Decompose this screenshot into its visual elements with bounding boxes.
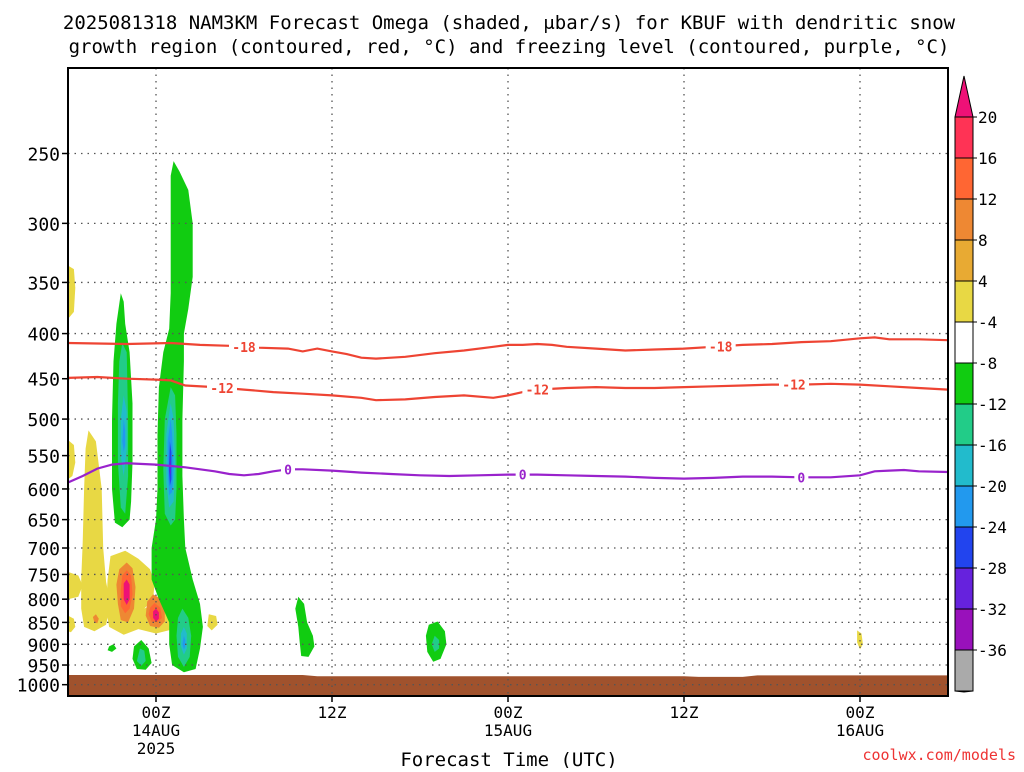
contour-label: 0 [519,469,527,484]
colorbar-label: -36 [978,641,1007,660]
contour-label: 0 [284,463,292,478]
y-tick-label: 350 [27,273,60,294]
y-tick-label: 400 [27,325,60,346]
y-axis: 2503003504004505005506006507007508008509… [17,144,68,697]
colorbar-label: -20 [978,477,1007,496]
colorbar-label: -4 [978,313,997,332]
x-tick-label: 00Z [494,703,523,722]
omega-region-blue-column-1 [122,419,126,453]
colorbar-swatch [954,526,974,569]
y-tick-label: 850 [27,613,60,634]
y-tick-label: 900 [27,635,60,656]
colorbar-swatch [954,321,974,364]
omega-shaded-regions [68,161,863,673]
y-tick-label: 500 [27,410,60,431]
omega-region-green-bottom-2 [295,596,315,657]
colorbar-label: 16 [978,149,997,168]
colorbar-swatch [954,116,974,159]
colorbar-label: -8 [978,354,997,373]
x-tick-label: 12Z [318,703,347,722]
omega-region-blue-bottom-2 [182,635,186,650]
omega-region-green-column-2 [151,161,203,673]
omega-region-yellow-left-spot [68,615,76,633]
credit-text: coolwx.com/models [862,746,1016,764]
colorbar-swatch [954,280,974,323]
colorbar-label: -12 [978,395,1007,414]
y-tick-label: 950 [27,656,60,677]
contour-line [67,336,949,360]
colorbar-swatch [954,608,974,651]
colorbar-swatch [954,444,974,487]
omega-region-green-tiny-1 [107,644,117,652]
x-tick-label: 16AUG [836,721,884,740]
y-tick-label: 550 [27,447,60,468]
colorbar-label: -32 [978,600,1007,619]
contour-label: -12 [782,379,805,394]
y-tick-label: 650 [27,511,60,532]
colorbar-label: -28 [978,559,1007,578]
x-tick-label: 14AUG [132,721,180,740]
omega-region-teal-bottom-1 [136,648,146,666]
chart-title-line2: growth region (contoured, red, °C) and f… [69,36,950,58]
omega-region-yellow-left-low [68,571,83,600]
contour-label-bg [779,376,809,393]
colorbar-label: 12 [978,190,997,209]
x-tick-label: 12Z [670,703,699,722]
colorbar-label: -24 [978,518,1007,537]
contour-label: -18 [232,341,256,356]
omega-region-teal-tiny-3 [431,635,440,652]
contour-label-bg [229,338,259,355]
omega-region-yellow-top-left [68,265,76,319]
omega-region-pink-blob-b [123,579,130,605]
colorbar-swatch [954,157,974,200]
colorbar: 20 16 12 8 4 -4 -8 -12 -16 -20 -24 -28 -32 -36 [954,75,1007,693]
colorbar-swatch [954,485,974,528]
y-tick-label: 700 [27,539,60,560]
contour-label: -12 [526,384,549,399]
contour-label-bg [705,338,736,355]
x-axis-label: Forecast Time (UTC) [400,749,617,768]
x-tick-label: 00Z [142,703,171,722]
contour-label: -12 [210,382,233,397]
colorbar-label: -16 [978,436,1007,455]
omega-region-orange-spot-a [92,614,99,624]
y-tick-label: 800 [27,590,60,611]
contour-lines: -18 -18 -12 -12 -12 0 0 0 [67,336,949,486]
colorbar-label: 4 [978,272,988,291]
contour-label: 0 [797,471,805,486]
contour-label-bg [794,469,809,486]
x-tick-label: 15AUG [484,721,532,740]
y-tick-label: 600 [27,480,60,501]
colorbar-top-arrow [954,75,974,118]
colorbar-swatch [954,239,974,282]
colorbar-label: 8 [978,231,988,250]
omega-region-yellow-left-mid [68,440,76,480]
contour-label: -18 [709,340,733,355]
y-tick-label: 750 [27,565,60,586]
contour-line [67,462,949,484]
colorbar-swatch [954,362,974,405]
x-tick-label: 00Z [846,703,875,722]
colorbar-label: 20 [978,108,997,127]
omega-region-yellow-column-a [81,430,111,632]
y-tick-label: 450 [27,370,60,391]
y-tick-label: 1000 [17,676,60,697]
colorbar-swatch [954,403,974,446]
colorbar-swatch [954,567,974,610]
colorbar-swatch [954,649,974,692]
colorbar-swatch [954,198,974,241]
y-tick-label: 250 [27,144,60,165]
contour-label-bg [207,379,237,396]
contour-label-bg [281,461,295,478]
gridlines [68,68,948,696]
contour-label-bg [515,466,530,483]
contour-label-bg [522,381,553,398]
x-tick-label: 2025 [137,739,176,758]
chart-title-line1: 2025081318 NAM3KM Forecast Omega (shaded… [63,12,956,34]
colorbar-bottom-arrow [954,690,974,693]
y-tick-label: 300 [27,214,60,235]
